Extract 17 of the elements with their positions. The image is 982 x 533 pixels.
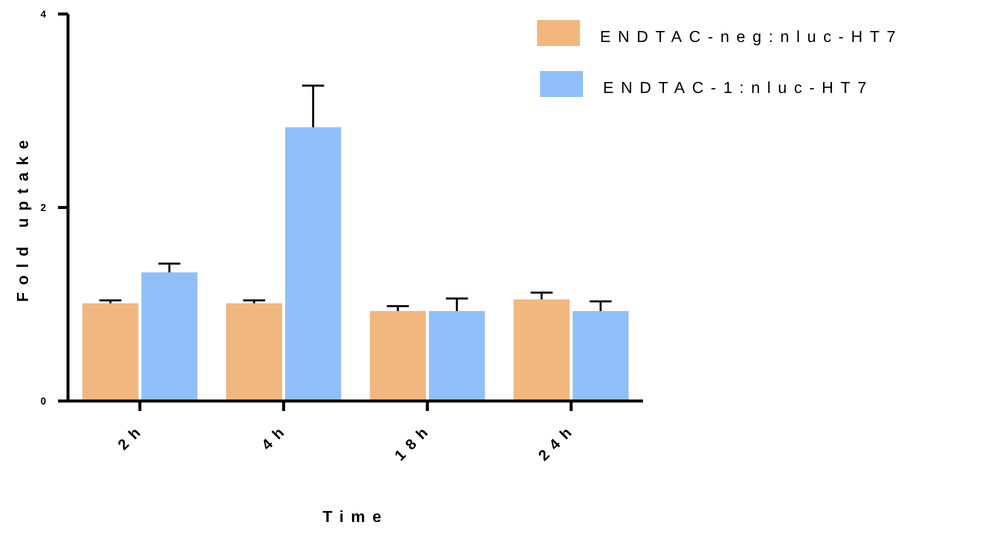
bar	[514, 299, 570, 401]
bar	[82, 303, 138, 401]
bar	[370, 311, 426, 401]
y-tick-label: 4	[40, 10, 46, 20]
bar	[226, 303, 282, 401]
bar	[572, 311, 629, 401]
y-axis-title: Fold uptake	[15, 133, 32, 302]
legend-label: ENDTAC-neg:nluc-HT7	[600, 29, 903, 46]
x-tick-label: 4h	[258, 420, 292, 454]
x-tick-label: 2h	[114, 420, 149, 454]
bar	[285, 127, 342, 401]
y-tick-label: 2	[40, 203, 46, 214]
x-axis-title: Time	[322, 509, 388, 526]
legend-label: ENDTAC-1:nluc-HT7	[603, 80, 874, 97]
bar	[141, 272, 198, 401]
y-tick-label: 0	[40, 396, 46, 408]
bar	[428, 311, 485, 401]
